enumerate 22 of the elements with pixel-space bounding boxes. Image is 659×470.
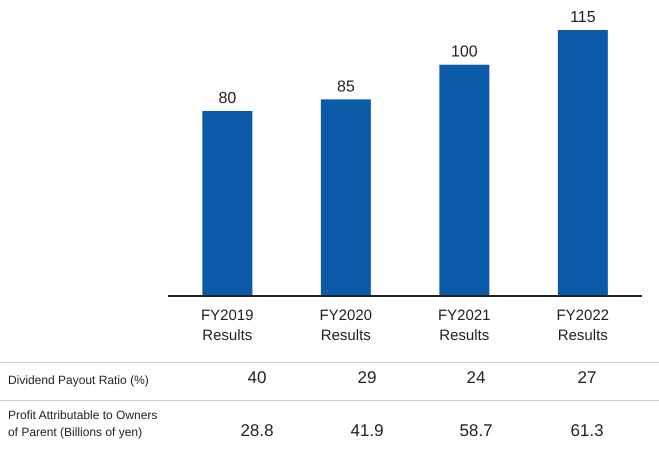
x-tick-label: FY2021 Results xyxy=(438,307,491,344)
text: 58.7 xyxy=(459,421,493,440)
data-label: 85 xyxy=(336,78,355,96)
text: 29 xyxy=(358,368,376,387)
bar xyxy=(439,64,490,296)
x-tick-label: FY2022 Results xyxy=(556,307,610,344)
text: Dividend Payout Ratio (%) xyxy=(8,373,149,387)
text: Profit Attributable to Owners of Parent (Billions of yen) xyxy=(8,408,158,439)
text: 41.9 xyxy=(350,421,384,440)
x-tick-label: FY2019 Results xyxy=(200,307,254,344)
data-label: 80 xyxy=(218,90,236,107)
text: 40 xyxy=(248,368,266,387)
data-label: 100 xyxy=(451,44,478,61)
bar xyxy=(320,99,371,296)
text: 27 xyxy=(578,368,596,387)
text: 61.3 xyxy=(570,421,604,440)
bar xyxy=(202,110,252,296)
data-label: 115 xyxy=(570,9,596,26)
x-tick-label: FY2020 Results xyxy=(319,307,372,344)
text: 24 xyxy=(466,368,486,387)
text: 28.8 xyxy=(240,421,274,440)
bar xyxy=(558,30,608,296)
